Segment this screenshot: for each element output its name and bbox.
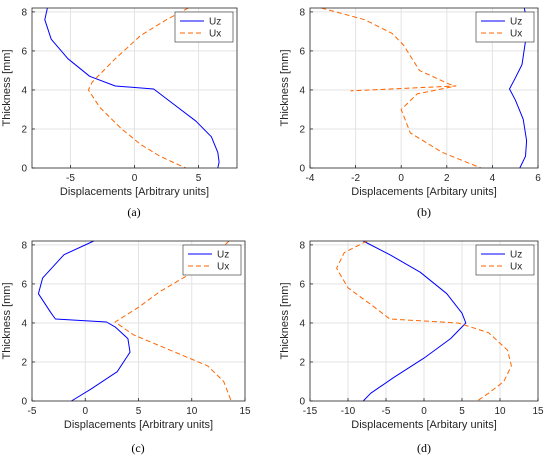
y-tick-label: 4: [299, 318, 305, 329]
y-tick-label: 8: [299, 7, 305, 18]
y-tick-label: 4: [21, 318, 27, 329]
x-tick-label: 10: [494, 406, 506, 417]
x-tick-label: 5: [136, 406, 142, 417]
axes-frame: [31, 240, 246, 402]
x-tick-label: -5: [66, 173, 75, 184]
y-tick-label: 0: [21, 397, 27, 408]
x-tick-label: -15: [303, 406, 318, 417]
legend-label-ux: Ux: [510, 29, 522, 40]
legend-label-ux: Ux: [209, 29, 221, 40]
legend-label-uz: Uz: [510, 17, 522, 28]
legend-box: [174, 11, 234, 43]
x-axis-label: Displacements [Arbitrary units]: [64, 419, 213, 431]
y-tick-label: 6: [299, 46, 305, 57]
x-tick-label: -5: [382, 406, 391, 417]
series-line-ux: [336, 240, 512, 402]
panel-caption: (d): [417, 441, 431, 455]
x-axis-label: Displacements [Arbitary units]: [351, 419, 497, 431]
axes-frame: [309, 7, 539, 169]
x-tick-label: 6: [535, 173, 541, 184]
y-tick-label: 2: [21, 357, 27, 368]
x-tick-label: 4: [490, 173, 496, 184]
x-tick-label: 10: [186, 406, 198, 417]
legend-box: [182, 244, 242, 276]
y-axis-label: Thickness [mm]: [279, 49, 291, 126]
x-tick-label: 0: [132, 173, 138, 184]
y-tick-label: 6: [21, 279, 27, 290]
y-tick-label: 6: [21, 46, 27, 57]
y-tick-label: 8: [21, 7, 27, 18]
x-tick-label: -10: [341, 406, 356, 417]
series-line-uz: [37, 240, 131, 402]
y-axis-label: Thickness [mm]: [279, 282, 291, 359]
y-tick-label: 8: [21, 240, 27, 251]
x-tick-label: -4: [306, 173, 315, 184]
x-tick-label: 15: [239, 406, 251, 417]
y-tick-label: 2: [21, 124, 27, 135]
y-axis-label: Thickness [mm]: [1, 282, 13, 359]
series-line-uz: [362, 240, 467, 402]
y-tick-label: 8: [299, 240, 305, 251]
y-tick-label: 4: [299, 85, 305, 96]
x-tick-label: 15: [532, 406, 544, 417]
x-tick-label: -5: [28, 406, 37, 417]
x-tick-label: 5: [459, 406, 465, 417]
x-tick-label: 0: [82, 406, 88, 417]
x-axis-label: Displacements [Arbitrary units]: [60, 186, 209, 198]
y-tick-label: 2: [299, 357, 305, 368]
y-tick-label: 6: [299, 279, 305, 290]
x-tick-label: 0: [398, 173, 404, 184]
y-tick-label: 0: [21, 164, 27, 175]
legend-label-ux: Ux: [217, 262, 229, 273]
legend-label-ux: Ux: [510, 262, 522, 273]
series-line-ux: [87, 7, 189, 169]
panel-caption: (a): [127, 205, 140, 219]
x-tick-label: 2: [444, 173, 450, 184]
x-axis-label: Displacements [Arbitary units]: [351, 186, 497, 198]
legend-label-uz: Uz: [510, 250, 522, 261]
panel-caption: (b): [417, 205, 431, 219]
series-line-uz: [44, 7, 220, 169]
y-axis-label: Thickness [mm]: [1, 49, 13, 126]
x-tick-label: 0: [421, 406, 427, 417]
legend-box: [475, 11, 535, 43]
panel-caption: (c): [131, 441, 144, 455]
y-tick-label: 0: [299, 164, 305, 175]
x-tick-label: 5: [196, 173, 202, 184]
y-tick-label: 0: [299, 397, 305, 408]
legend-label-uz: Uz: [217, 250, 229, 261]
axes-frame: [309, 240, 539, 402]
x-tick-label: -2: [351, 173, 360, 184]
y-tick-label: 2: [299, 124, 305, 135]
legend-label-uz: Uz: [209, 17, 221, 28]
legend-box: [475, 244, 535, 276]
axes-frame: [31, 7, 238, 169]
y-tick-label: 4: [21, 85, 27, 96]
